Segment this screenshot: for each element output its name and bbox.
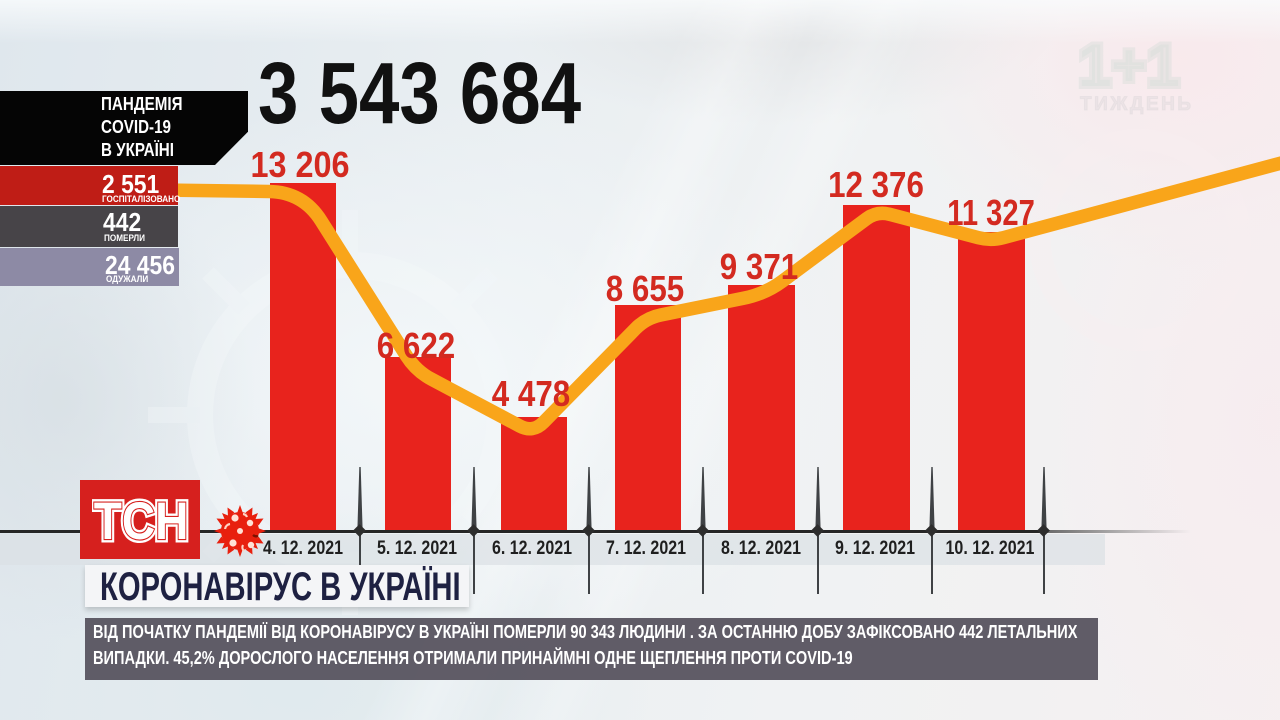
- svg-text:ТСН: ТСН: [94, 491, 189, 545]
- svg-text:ТИЖДЕНЬ: ТИЖДЕНЬ: [1080, 94, 1194, 115]
- svg-text:ТСН: ТСН: [94, 491, 189, 545]
- svg-text:1+1: 1+1: [1078, 36, 1180, 99]
- svg-text:ТСН: ТСН: [94, 491, 189, 545]
